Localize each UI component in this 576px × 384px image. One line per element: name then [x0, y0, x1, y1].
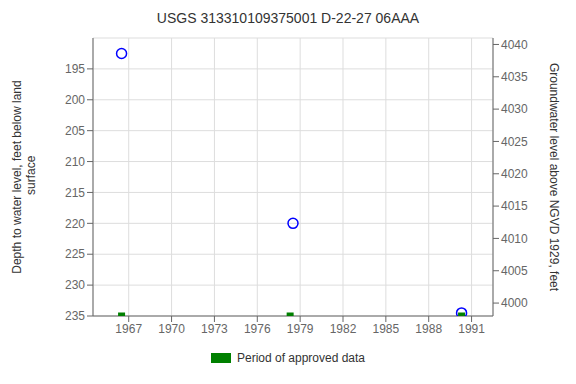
svg-text:1985: 1985 — [373, 322, 400, 336]
svg-text:4010: 4010 — [501, 232, 528, 246]
svg-text:235: 235 — [65, 309, 85, 323]
svg-text:195: 195 — [65, 62, 85, 76]
svg-text:4040: 4040 — [501, 38, 528, 52]
svg-text:4020: 4020 — [501, 167, 528, 181]
svg-text:205: 205 — [65, 124, 85, 138]
svg-text:4035: 4035 — [501, 70, 528, 84]
svg-text:230: 230 — [65, 278, 85, 292]
svg-text:220: 220 — [65, 217, 85, 231]
svg-text:1970: 1970 — [158, 322, 185, 336]
svg-text:1967: 1967 — [115, 322, 142, 336]
svg-text:1979: 1979 — [287, 322, 314, 336]
svg-text:4030: 4030 — [501, 102, 528, 116]
html-text:Groundwater level above NGVD 1: Groundwater level above NGVD 1929, feet — [547, 62, 561, 292]
svg-text:225: 225 — [65, 247, 85, 261]
svg-text:4025: 4025 — [501, 135, 528, 149]
svg-text:1991: 1991 — [458, 322, 485, 336]
svg-text:210: 210 — [65, 155, 85, 169]
html-text:USGS 313310109375001 D-22-27 0: USGS 313310109375001 D-22-27 06AAA — [156, 10, 420, 26]
html-text:Depth to water level, feet bel: Depth to water level, feet below land su… — [10, 80, 38, 274]
svg-text:1973: 1973 — [201, 322, 228, 336]
svg-text:1976: 1976 — [244, 322, 271, 336]
svg-text:4015: 4015 — [501, 199, 528, 213]
svg-text:1982: 1982 — [330, 322, 357, 336]
svg-text:4005: 4005 — [501, 264, 528, 278]
svg-text:200: 200 — [65, 93, 85, 107]
html-text:Period of approved data: Period of approved data — [237, 351, 365, 365]
svg-text:4000: 4000 — [501, 296, 528, 310]
svg-text:215: 215 — [65, 186, 85, 200]
svg-text:1988: 1988 — [415, 322, 442, 336]
